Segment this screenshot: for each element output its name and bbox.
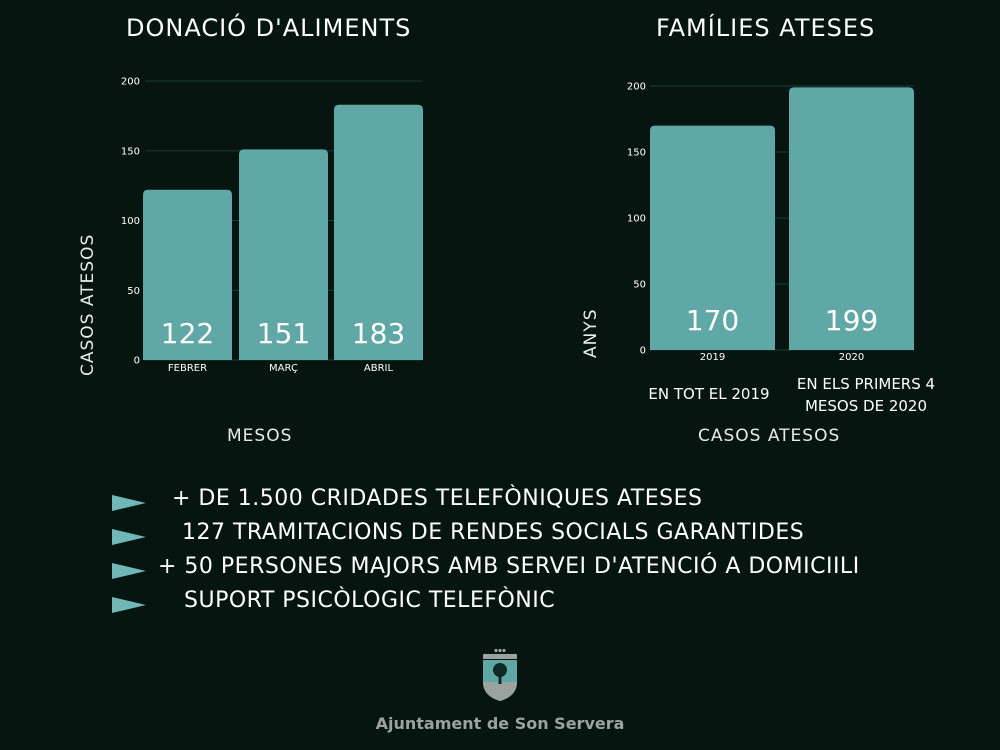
bar-value-label: 199 <box>825 304 878 337</box>
bar-value-label: 122 <box>161 317 214 350</box>
coat-of-arms-icon <box>483 648 517 701</box>
x-axis-title-right: CASOS ATESOS <box>698 426 841 446</box>
list-item: + 50 PERSONES MAJORS AMB SERVEI D'ATENCI… <box>112 552 992 586</box>
list-item: + DE 1.500 CRIDADES TELEFÒNIQUES ATESES <box>112 484 992 518</box>
bullet-text: + DE 1.500 CRIDADES TELEFÒNIQUES ATESES <box>172 486 703 511</box>
y-tick-label: 200 <box>627 82 646 93</box>
bullet-text: SUPORT PSICÒLOGIC TELEFÒNIC <box>184 588 556 613</box>
arrow-icon <box>112 529 146 545</box>
y-tick-label: 150 <box>121 146 140 157</box>
x-tick-label: MARÇ <box>269 363 298 374</box>
x-axis-title-left: MESOS <box>227 426 293 446</box>
category-note-2019: EN TOT EL 2019 <box>648 385 770 403</box>
list-item: 127 TRAMITACIONS DE RENDES SOCIALS GARAN… <box>112 518 992 552</box>
y-axis-title-right: ANYS <box>581 308 601 358</box>
y-tick-label: 50 <box>127 286 140 297</box>
bar <box>650 125 775 350</box>
y-tick-label: 0 <box>134 356 140 367</box>
y-tick-label: 150 <box>627 148 646 159</box>
arrow-icon <box>112 495 146 511</box>
x-tick-label: ABRIL <box>364 363 394 374</box>
y-axis-title-left: CASOS ATESOS <box>78 233 98 376</box>
arrow-icon <box>112 563 146 579</box>
bar-value-label: 183 <box>352 317 405 350</box>
bar-value-label: 151 <box>257 317 310 350</box>
chart-title-donacio: DONACIÓ D'ALIMENTS <box>126 14 412 42</box>
y-tick-label: 200 <box>121 77 140 88</box>
organization-name: Ajuntament de Son Servera <box>375 714 625 733</box>
bar-value-label: 170 <box>686 304 739 337</box>
arrow-icon <box>112 597 146 613</box>
x-tick-label: 2019 <box>700 352 725 363</box>
bar <box>789 87 914 350</box>
x-tick-label: FEBRER <box>168 363 207 374</box>
bar <box>143 189 232 360</box>
y-tick-label: 100 <box>627 214 646 225</box>
category-note-2020: EN ELS PRIMERS 4 MESOS DE 2020 <box>796 375 936 415</box>
y-tick-label: 100 <box>121 216 140 227</box>
chart-title-families: FAMÍLIES ATESES <box>656 14 876 42</box>
y-tick-label: 50 <box>633 280 646 291</box>
bar <box>239 149 328 360</box>
x-tick-label: 2020 <box>839 352 864 363</box>
y-tick-label: 0 <box>640 346 646 357</box>
bullet-text: 127 TRAMITACIONS DE RENDES SOCIALS GARAN… <box>182 520 805 545</box>
bullet-text: + 50 PERSONES MAJORS AMB SERVEI D'ATENCI… <box>158 554 860 579</box>
highlights-list: + DE 1.500 CRIDADES TELEFÒNIQUES ATESES … <box>112 484 992 620</box>
bar <box>334 104 423 360</box>
list-item: SUPORT PSICÒLOGIC TELEFÒNIC <box>112 586 992 620</box>
